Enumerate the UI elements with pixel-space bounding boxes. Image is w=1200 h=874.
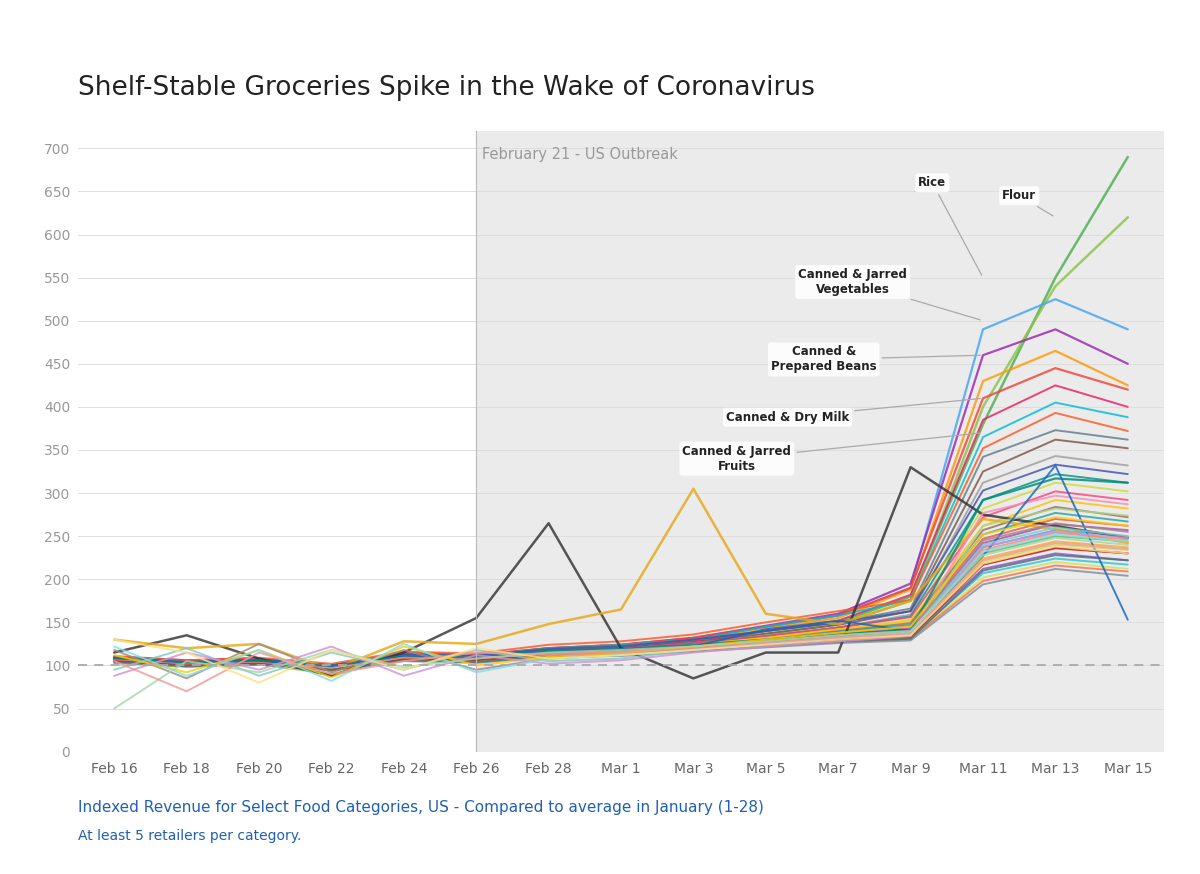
Text: Canned &
Prepared Beans: Canned & Prepared Beans bbox=[770, 345, 980, 373]
Text: At least 5 retailers per category.: At least 5 retailers per category. bbox=[78, 829, 301, 843]
Text: Canned & Dry Milk: Canned & Dry Milk bbox=[726, 399, 980, 424]
Text: Indexed Revenue for Select Food Categories, US - Compared to average in January : Indexed Revenue for Select Food Categori… bbox=[78, 800, 764, 815]
Text: Flour: Flour bbox=[1002, 190, 1054, 216]
Bar bbox=[78, 131, 476, 752]
Text: Canned & Jarred
Vegetables: Canned & Jarred Vegetables bbox=[798, 268, 980, 320]
Text: February 21 - US Outbreak: February 21 - US Outbreak bbox=[482, 147, 678, 162]
Bar bbox=[476, 131, 1164, 752]
Text: Canned & Jarred
Fruits: Canned & Jarred Fruits bbox=[683, 433, 980, 473]
Text: Rice: Rice bbox=[918, 177, 982, 275]
Text: Shelf-Stable Groceries Spike in the Wake of Coronavirus: Shelf-Stable Groceries Spike in the Wake… bbox=[78, 74, 815, 101]
